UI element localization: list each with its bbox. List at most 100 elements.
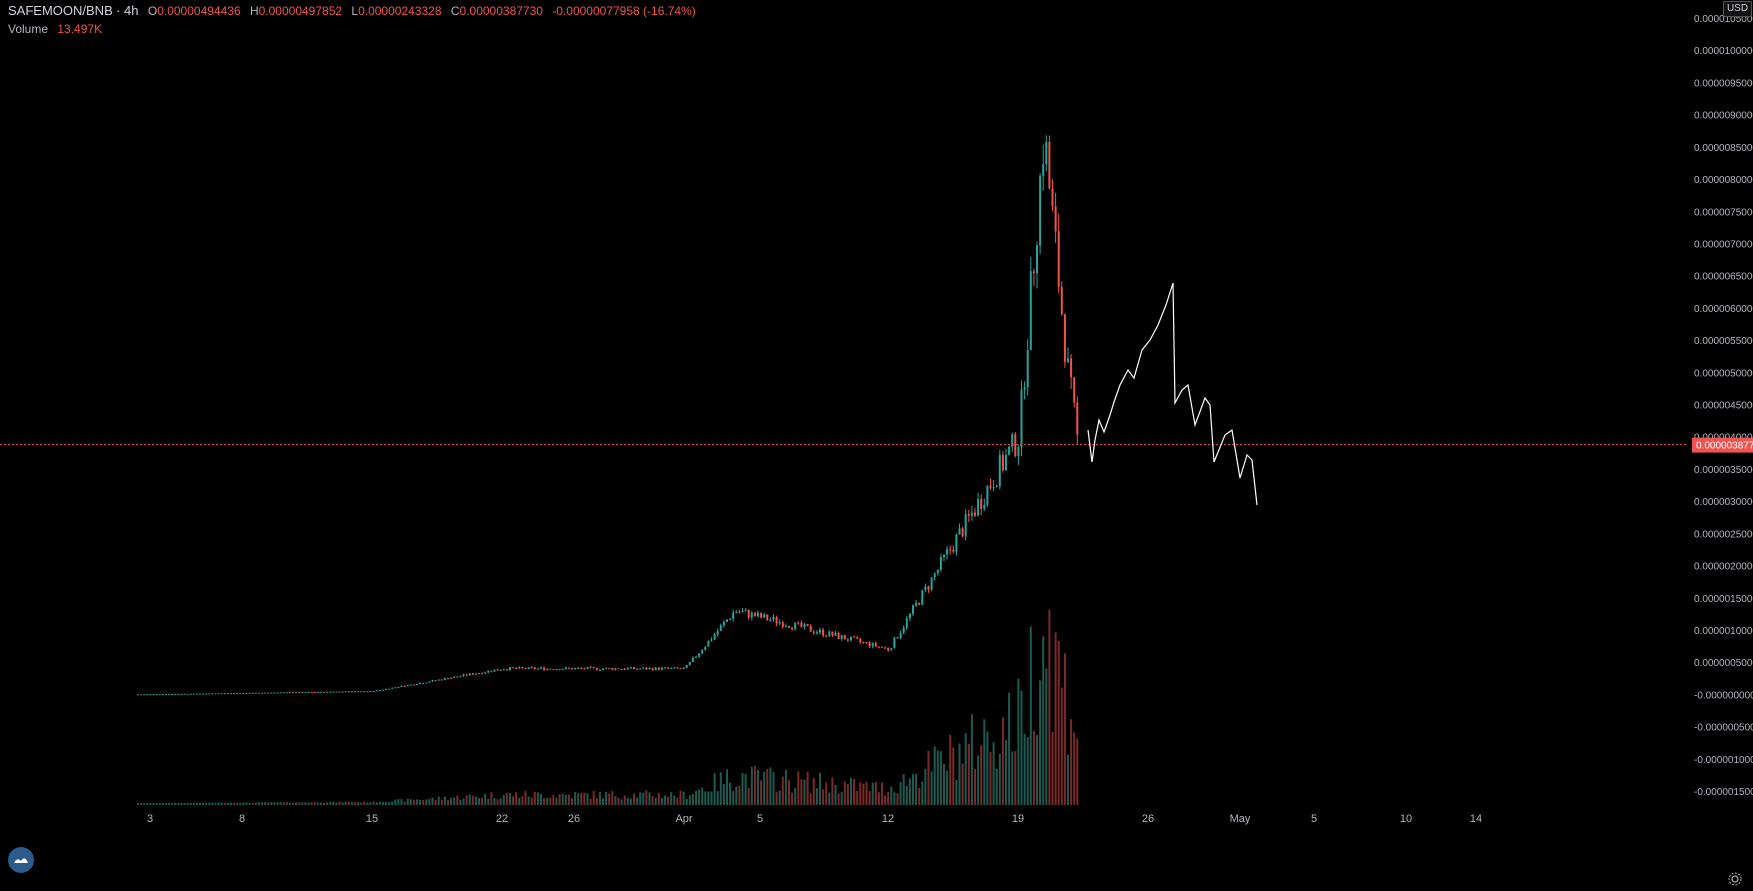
candle-body xyxy=(1060,286,1063,315)
volume-bar xyxy=(825,782,828,805)
volume-bar xyxy=(301,802,304,805)
candle-body xyxy=(217,693,220,695)
candle-body xyxy=(800,622,803,628)
volume-bar xyxy=(645,790,648,805)
candle-body xyxy=(242,692,245,694)
volume-bar xyxy=(158,802,161,805)
volume-bar xyxy=(912,774,914,805)
candle-body xyxy=(921,590,924,605)
candle-body xyxy=(295,692,298,694)
volume-bar xyxy=(769,767,772,805)
candle-body xyxy=(977,499,980,516)
volume-bar xyxy=(747,788,750,805)
volume-bar xyxy=(143,802,146,805)
volume-bar xyxy=(598,791,601,805)
candle-body xyxy=(974,512,976,516)
candle-body xyxy=(924,586,927,591)
volume-bar xyxy=(732,791,735,805)
volume-bar xyxy=(338,801,341,805)
candle-body xyxy=(282,692,285,694)
candle-body xyxy=(750,612,753,618)
volume-bar xyxy=(964,733,967,805)
candle-body xyxy=(239,692,242,694)
volume-bar xyxy=(270,802,273,805)
candle-body xyxy=(505,669,508,671)
candle-body xyxy=(462,674,465,677)
volume-bar xyxy=(815,788,818,805)
volume-bar xyxy=(521,796,524,805)
candle-body xyxy=(378,689,381,691)
candle-body xyxy=(273,692,276,694)
volume-bar xyxy=(651,796,654,805)
candle-body xyxy=(707,640,710,647)
candle-body xyxy=(313,692,316,694)
candle-body xyxy=(729,618,732,620)
volume-bar xyxy=(617,797,620,805)
volume-bar xyxy=(608,793,611,805)
candle-body xyxy=(552,669,555,671)
volume-legend[interactable]: Volume 13.497K xyxy=(8,22,102,36)
volume-bar xyxy=(778,790,781,805)
volume-bar xyxy=(713,773,716,805)
volume-bar xyxy=(313,802,316,805)
candle-body xyxy=(995,486,998,488)
volume-bar xyxy=(865,781,868,805)
candle-body xyxy=(186,693,189,695)
candle-body xyxy=(1070,358,1073,378)
symbol-title[interactable]: SAFEMOON/BNB xyxy=(8,3,113,18)
volume-bar xyxy=(775,792,778,805)
candle-body xyxy=(605,667,608,669)
volume-bar xyxy=(707,791,710,805)
volume-bar xyxy=(1001,717,1004,805)
candle-body xyxy=(722,621,725,626)
volume-bar xyxy=(208,802,211,805)
candle-body xyxy=(230,693,232,695)
candle-body xyxy=(763,614,766,618)
candle-body xyxy=(955,534,958,552)
volume-bar xyxy=(487,798,490,805)
volume-bar xyxy=(174,802,177,805)
volume-bar xyxy=(1017,678,1020,805)
volume-bar xyxy=(440,799,443,805)
volume-bar xyxy=(1073,732,1076,805)
candle-body xyxy=(468,673,471,676)
candle-body xyxy=(533,667,536,670)
candle-body xyxy=(834,633,837,636)
volume-bar xyxy=(192,802,195,805)
volume-bar xyxy=(527,796,530,805)
candle-body xyxy=(772,617,775,620)
volume-bar xyxy=(936,750,939,805)
volume-bar xyxy=(239,802,242,805)
volume-bar xyxy=(831,777,834,805)
volume-bar xyxy=(580,792,583,805)
interval-label[interactable]: · 4h xyxy=(116,3,139,18)
gear-icon[interactable] xyxy=(1727,871,1743,887)
volume-bar xyxy=(171,802,174,805)
volume-bar xyxy=(183,802,186,805)
volume-bar xyxy=(195,802,198,805)
currency-button[interactable]: USD xyxy=(1723,1,1752,17)
candle-body xyxy=(986,486,989,505)
time-tick-label: 19 xyxy=(1012,813,1024,825)
candle-body xyxy=(329,691,332,693)
volume-bar xyxy=(1014,751,1017,805)
tradingview-logo-icon[interactable] xyxy=(8,847,34,873)
candle-body xyxy=(1014,433,1017,457)
volume-bar xyxy=(1054,632,1057,805)
candle-body xyxy=(143,694,146,696)
volume-bar xyxy=(1011,751,1014,805)
candle-body xyxy=(350,691,353,693)
volume-bar xyxy=(304,802,307,805)
volume-bar xyxy=(375,802,378,805)
volume-bar xyxy=(735,786,738,805)
candle-body xyxy=(620,668,623,670)
candle-body xyxy=(369,691,372,693)
candle-body xyxy=(1042,164,1045,177)
candle-body xyxy=(735,611,738,613)
volume-bar xyxy=(648,792,651,805)
candle-body xyxy=(205,693,208,695)
volume-bar xyxy=(856,790,859,805)
volume-bar xyxy=(518,797,521,805)
candle-body xyxy=(905,618,908,628)
